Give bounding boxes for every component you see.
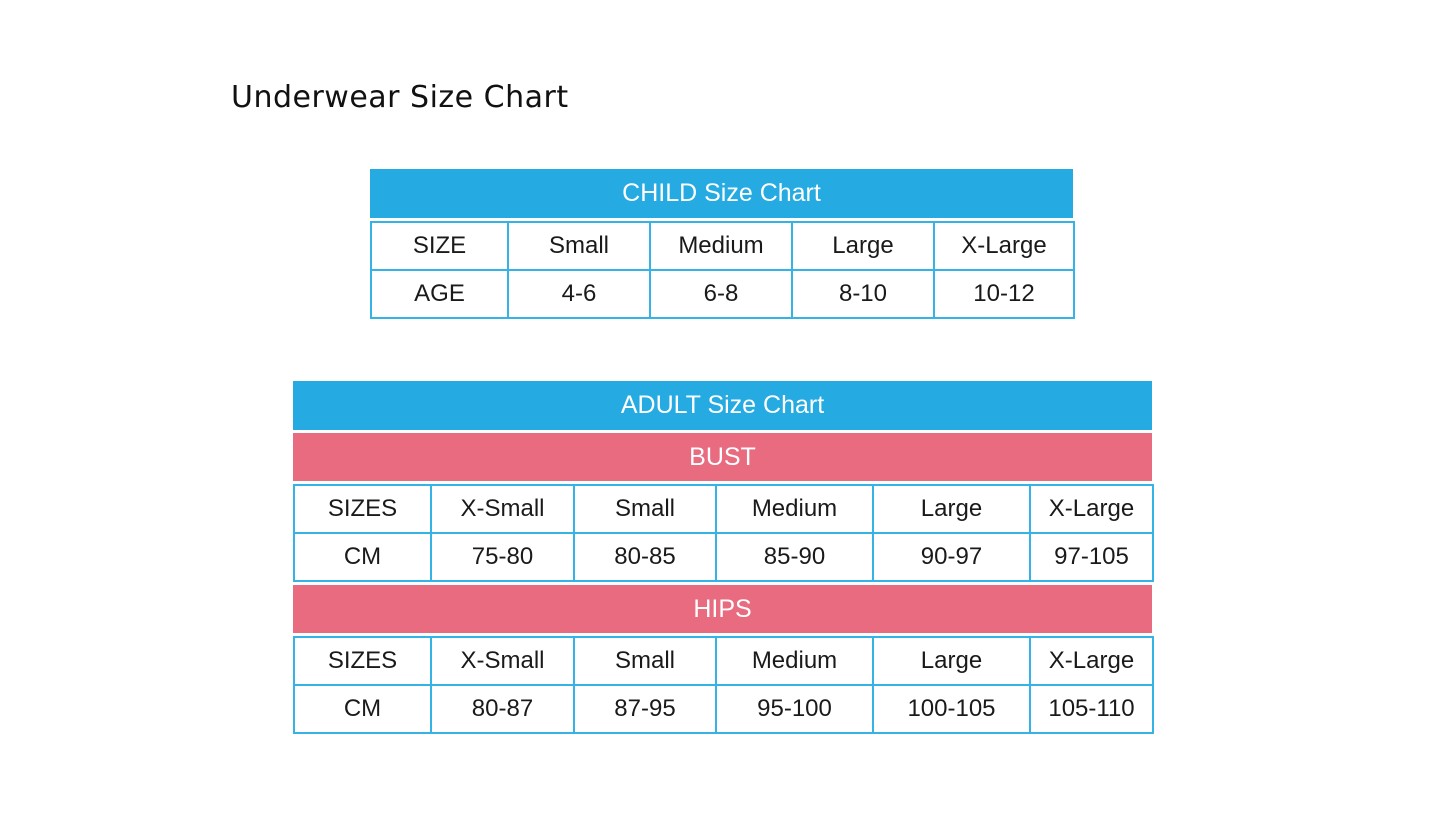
table-cell: Large (872, 636, 1031, 686)
table-cell: SIZES (293, 484, 432, 534)
table-cell: 75-80 (430, 532, 575, 582)
table-cell: 97-105 (1029, 532, 1154, 582)
table-cell: SIZE (370, 221, 509, 271)
table-cell: 10-12 (933, 269, 1075, 319)
table-cell: 4-6 (507, 269, 651, 319)
table-cell: Small (573, 636, 717, 686)
adult-chart-title: ADULT Size Chart (293, 381, 1152, 430)
table-cell: Medium (715, 636, 874, 686)
table-cell: Medium (649, 221, 793, 271)
table-row: CM 75-80 80-85 85-90 90-97 97-105 (293, 532, 1154, 582)
table-cell: 105-110 (1029, 684, 1154, 734)
table-cell: SIZES (293, 636, 432, 686)
table-row: AGE 4-6 6-8 8-10 10-12 (370, 269, 1075, 319)
table-cell: X-Small (430, 636, 575, 686)
table-row: CM 80-87 87-95 95-100 100-105 105-110 (293, 684, 1154, 734)
hips-size-table: SIZES X-Small Small Medium Large X-Large… (293, 636, 1154, 734)
table-cell: X-Large (1029, 484, 1154, 534)
table-cell: Small (507, 221, 651, 271)
table-cell: 80-87 (430, 684, 575, 734)
table-cell: X-Large (1029, 636, 1154, 686)
table-cell: 6-8 (649, 269, 793, 319)
table-cell: 87-95 (573, 684, 717, 734)
table-cell: AGE (370, 269, 509, 319)
table-cell: Large (872, 484, 1031, 534)
child-chart-title: CHILD Size Chart (370, 169, 1073, 218)
table-cell: Medium (715, 484, 874, 534)
table-row: SIZES X-Small Small Medium Large X-Large (293, 636, 1154, 686)
table-cell: 80-85 (573, 532, 717, 582)
bust-section-title: BUST (293, 433, 1152, 481)
table-row: SIZES X-Small Small Medium Large X-Large (293, 484, 1154, 534)
table-cell: X-Large (933, 221, 1075, 271)
table-cell: 90-97 (872, 532, 1031, 582)
child-size-table: SIZE Small Medium Large X-Large AGE 4-6 … (370, 221, 1075, 319)
adult-size-chart: ADULT Size Chart BUST SIZES X-Small Smal… (293, 381, 1154, 734)
page-title: Underwear Size Chart (231, 80, 569, 115)
table-cell: 85-90 (715, 532, 874, 582)
table-cell: 95-100 (715, 684, 874, 734)
table-cell: 8-10 (791, 269, 935, 319)
table-cell: X-Small (430, 484, 575, 534)
child-size-chart: CHILD Size Chart SIZE Small Medium Large… (370, 169, 1075, 319)
table-cell: CM (293, 684, 432, 734)
table-cell: Large (791, 221, 935, 271)
bust-size-table: SIZES X-Small Small Medium Large X-Large… (293, 484, 1154, 582)
table-cell: CM (293, 532, 432, 582)
table-cell: Small (573, 484, 717, 534)
table-cell: 100-105 (872, 684, 1031, 734)
hips-section-title: HIPS (293, 585, 1152, 633)
table-row: SIZE Small Medium Large X-Large (370, 221, 1075, 271)
